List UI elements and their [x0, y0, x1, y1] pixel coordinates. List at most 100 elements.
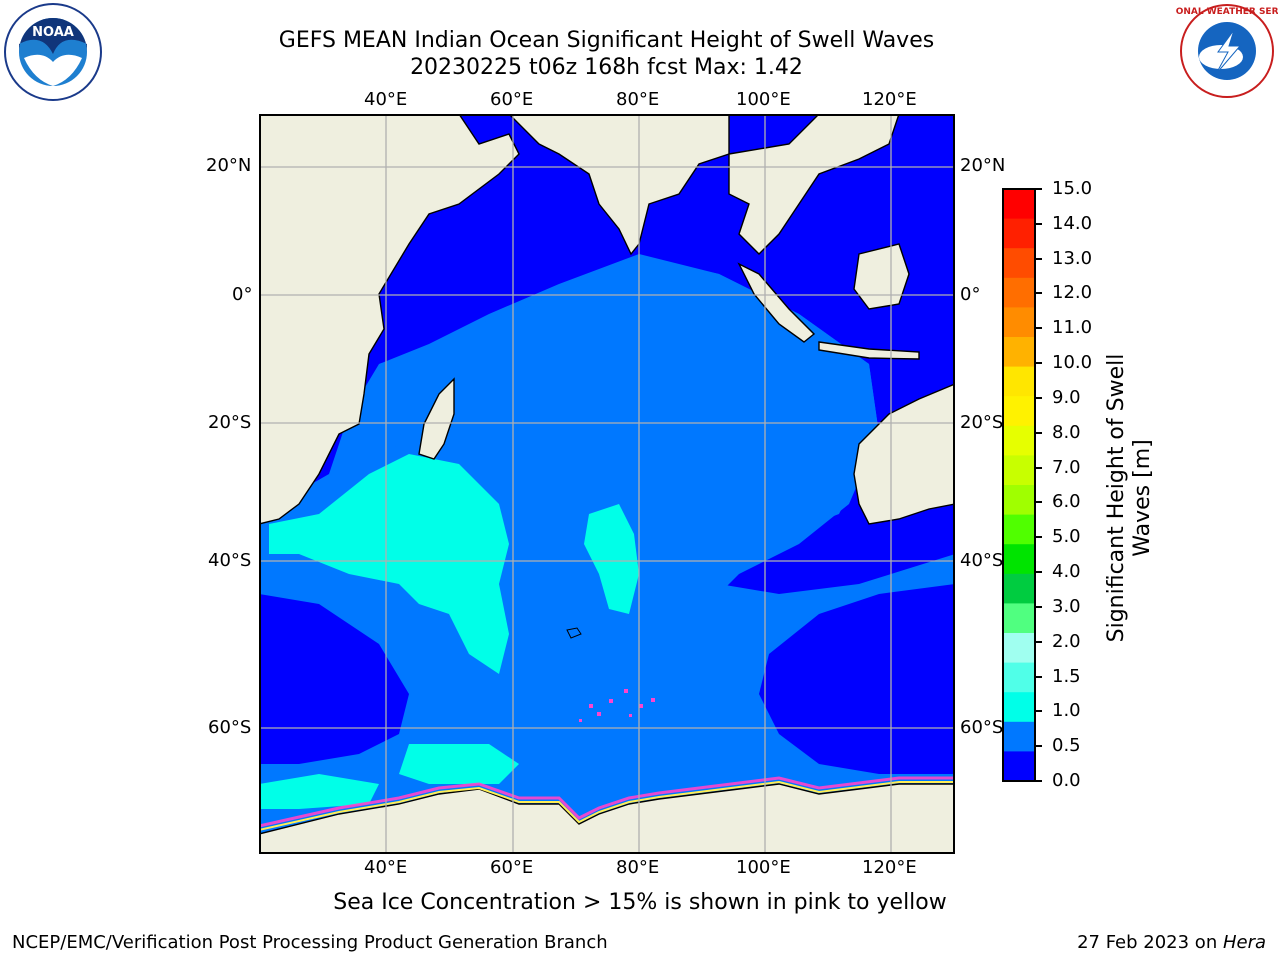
colorbar-tick-label: 14.0 [1052, 213, 1093, 234]
grid [260, 115, 954, 853]
colorbar-tick-mark [1036, 467, 1042, 469]
lat-tick-left-0: 0° [232, 284, 253, 305]
lat-tick-left-20n: 20°N [206, 155, 252, 176]
sea-ice-fringe [260, 776, 954, 828]
lon-tick-top-100e: 100°E [736, 89, 791, 110]
colorbar-segment [1003, 485, 1035, 516]
colorbar-tick-mark [1036, 780, 1042, 782]
colorbar-segment [1003, 721, 1035, 752]
footer-date: 27 Feb 2023 on Hera [1077, 932, 1266, 953]
colorbar-tick-label: 6.0 [1052, 491, 1081, 512]
high-swell-southwest [269, 454, 509, 674]
colorbar-tick-label: 12.0 [1052, 282, 1093, 303]
colorbar-tick-label: 3.0 [1052, 596, 1081, 617]
sea-ice-caption: Sea Ice Concentration > 15% is shown in … [333, 890, 947, 915]
colorbar-tick-mark [1036, 606, 1042, 608]
colorbar-tick-mark [1036, 223, 1042, 225]
colorbar-segment [1003, 692, 1035, 723]
colorbar-segment [1003, 514, 1035, 545]
lon-tick-bottom-120e: 120°E [862, 857, 917, 878]
lat-tick-left-20s: 20°S [208, 412, 252, 433]
colorbar-tick-label: 1.5 [1052, 666, 1081, 687]
noaa-logo-text: NOAA [32, 25, 74, 40]
colorbar-title: Significant Height of Swell Waves [m] [1104, 348, 1156, 648]
colorbar-segment [1003, 751, 1035, 782]
colorbar-frame [1002, 188, 1036, 782]
footer-host: Hera [1222, 932, 1266, 953]
colorbar-tick-label: 8.0 [1052, 422, 1081, 443]
colorbar-tick-mark [1036, 641, 1042, 643]
colorbar-tick-label: 7.0 [1052, 457, 1081, 478]
colorbar-tick-label: 10.0 [1052, 352, 1093, 373]
lon-tick-bottom-60e: 60°E [490, 857, 534, 878]
footer-date-text: 27 Feb 2023 on [1077, 932, 1223, 953]
colorbar-segment [1003, 277, 1035, 308]
colorbar-segment [1003, 337, 1035, 368]
lat-tick-right-40s: 40°S [960, 550, 1004, 571]
colorbar-segment [1003, 307, 1035, 338]
colorbar-tick-label: 5.0 [1052, 526, 1081, 547]
nws-logo: NATIONAL WEATHER SERVICE [1176, 4, 1278, 98]
colorbar-segment [1003, 662, 1035, 693]
colorbar-tick-label: 4.0 [1052, 561, 1081, 582]
colorbar-segment [1003, 396, 1035, 427]
lon-tick-bottom-80e: 80°E [616, 857, 660, 878]
colorbar-title-line1: Significant Height of Swell [1104, 353, 1129, 643]
low-swell-southwest [260, 594, 409, 764]
lon-tick-bottom-40e: 40°E [364, 857, 408, 878]
colorbar-tick-mark [1036, 710, 1042, 712]
colorbar-tick-mark [1036, 571, 1042, 573]
colorbar-tick-mark [1036, 432, 1042, 434]
colorbar [1002, 188, 1036, 782]
lon-tick-top-40e: 40°E [364, 89, 408, 110]
map-frame [259, 114, 955, 854]
colorbar-tick-label: 2.0 [1052, 631, 1081, 652]
colorbar-tick-mark [1036, 188, 1042, 190]
colorbar-tick-label: 1.0 [1052, 700, 1081, 721]
colorbar-tick-label: 11.0 [1052, 317, 1093, 338]
colorbar-segment [1003, 633, 1035, 664]
sea-ice-inner [260, 780, 954, 831]
colorbar-segment [1003, 573, 1035, 604]
colorbar-tick-mark [1036, 327, 1042, 329]
colorbar-tick-mark [1036, 536, 1042, 538]
colorbar-tick-label: 0.0 [1052, 770, 1081, 791]
map-panel [259, 114, 955, 854]
colorbar-tick-label: 13.0 [1052, 248, 1093, 269]
lon-tick-top-120e: 120°E [862, 89, 917, 110]
high-swell-far-south [260, 774, 379, 809]
colorbar-tick-mark [1036, 362, 1042, 364]
lat-tick-left-60s: 60°S [208, 717, 252, 738]
colorbar-tick-label: 0.5 [1052, 735, 1081, 756]
sea-ice-patches [579, 689, 655, 722]
colorbar-tick-label: 15.0 [1052, 178, 1093, 199]
colorbar-tick-mark [1036, 745, 1042, 747]
colorbar-tick-label: 9.0 [1052, 387, 1081, 408]
lon-tick-top-60e: 60°E [490, 89, 534, 110]
colorbar-tick-mark [1036, 397, 1042, 399]
colorbar-tick-mark [1036, 258, 1042, 260]
colorbar-segment [1003, 366, 1035, 397]
lat-tick-right-20s: 20°S [960, 412, 1004, 433]
lat-tick-right-0: 0° [960, 284, 981, 305]
colorbar-segment [1003, 425, 1035, 456]
colorbar-tick-mark [1036, 676, 1042, 678]
low-swell-southeast [759, 584, 954, 774]
colorbar-segment [1003, 248, 1035, 279]
land [260, 115, 954, 853]
colorbar-segment [1003, 189, 1035, 220]
lat-tick-left-40s: 40°S [208, 550, 252, 571]
lon-tick-bottom-100e: 100°E [736, 857, 791, 878]
chart-subtitle: 20230225 t06z 168h fcst Max: 1.42 [410, 55, 803, 80]
colorbar-title-line2: Waves [m] [1130, 439, 1155, 557]
lat-tick-right-60s: 60°S [960, 717, 1004, 738]
high-swell-central [584, 504, 639, 614]
colorbar-segment [1003, 603, 1035, 634]
colorbar-segment [1003, 455, 1035, 486]
colorbar-tick-mark [1036, 501, 1042, 503]
colorbar-segment [1003, 544, 1035, 575]
nws-logo-text: NATIONAL WEATHER SERVICE [1176, 7, 1278, 17]
lat-tick-right-20n: 20°N [960, 155, 1006, 176]
low-swell-north [260, 115, 954, 594]
high-swell-south [399, 744, 519, 784]
